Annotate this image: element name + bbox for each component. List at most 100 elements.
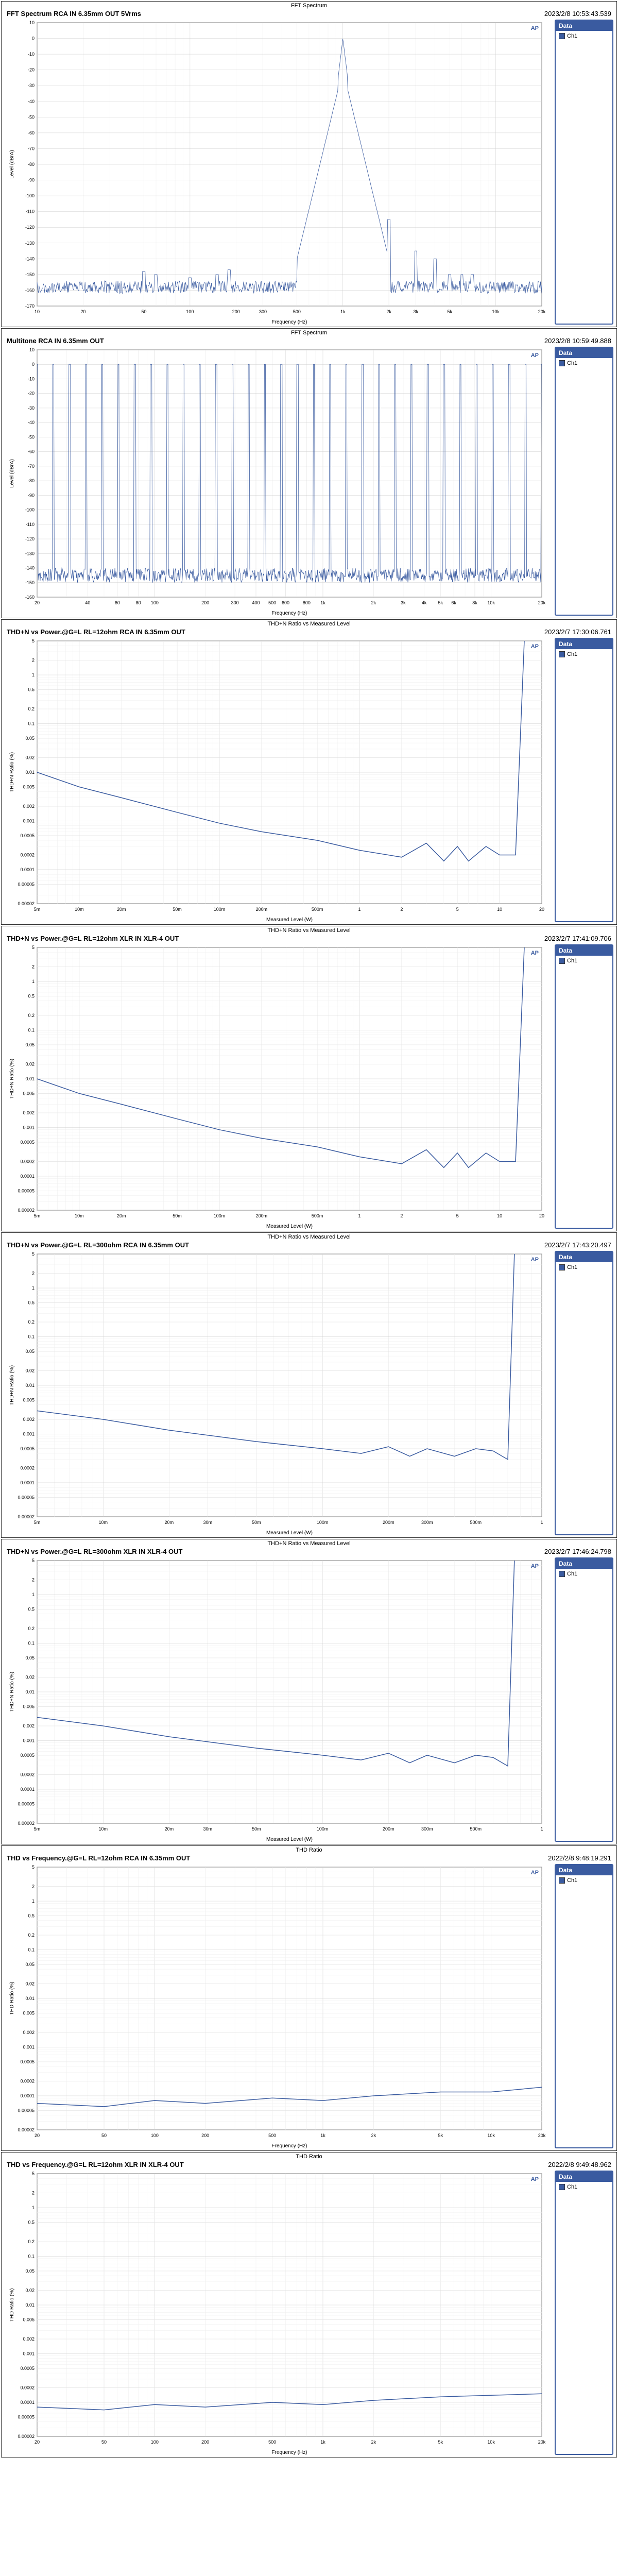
plot-area: 5m10m20m50m100m200m500m12510205210.50.20… [2,636,552,924]
svg-text:-10: -10 [28,52,35,57]
svg-text:0.05: 0.05 [25,1042,35,1047]
svg-text:200: 200 [201,2439,209,2445]
svg-text:100m: 100m [214,1213,226,1218]
svg-text:AP: AP [531,1257,539,1263]
svg-text:1: 1 [32,1592,35,1597]
svg-text:AP: AP [531,2176,539,2182]
svg-text:5m: 5m [34,1213,41,1218]
legend-header: Data [556,21,612,31]
svg-text:0.001: 0.001 [23,1431,35,1436]
svg-text:AP: AP [531,25,539,31]
svg-text:0.005: 0.005 [23,2317,35,2322]
svg-text:100: 100 [151,2133,159,2138]
chart-title: Multitone RCA IN 6.35mm OUT [7,337,104,345]
svg-text:50m: 50m [173,1213,182,1218]
legend-header: Data [556,1558,612,1569]
legend-label: Ch1 [567,1877,577,1884]
svg-text:2: 2 [32,964,35,970]
svg-text:-140: -140 [25,256,35,261]
svg-text:5: 5 [32,1558,35,1563]
svg-text:300m: 300m [421,1826,433,1832]
svg-text:20k: 20k [538,600,546,605]
chart-title-row: THD+N vs Power.@G=L RL=12ohm XLR IN XLR-… [2,935,616,942]
chart-super-title: THD Ratio [2,2153,616,2161]
plot-area: 5m10m20m30m50m100m200m300m500m15210.50.2… [2,1249,552,1537]
svg-text:2k: 2k [371,600,376,605]
svg-text:500m: 500m [312,907,323,912]
legend-swatch [559,360,565,366]
svg-text:8k: 8k [472,600,477,605]
svg-text:0.0002: 0.0002 [20,2079,35,2084]
chart-timestamp: 2022/2/8 9:48:19.291 [548,1854,611,1862]
svg-text:20k: 20k [538,309,546,314]
chart-title: FFT Spectrum RCA IN 6.35mm OUT 5Vrms [7,10,141,18]
svg-text:0.001: 0.001 [23,2044,35,2049]
svg-text:10m: 10m [75,907,84,912]
svg-text:-130: -130 [25,551,35,556]
legend-swatch [559,1264,565,1270]
svg-text:20: 20 [35,2133,40,2138]
svg-text:2k: 2k [371,2439,376,2445]
svg-text:0.005: 0.005 [23,1091,35,1096]
chart-title-row: FFT Spectrum RCA IN 6.35mm OUT 5Vrms 2023… [2,10,616,18]
svg-text:300: 300 [231,600,239,605]
svg-text:20m: 20m [165,1520,174,1525]
svg-text:0.001: 0.001 [23,1738,35,1743]
svg-text:0.00002: 0.00002 [18,2434,35,2439]
chart-title: THD+N vs Power.@G=L RL=12ohm XLR IN XLR-… [7,935,179,942]
svg-text:0.02: 0.02 [25,755,35,760]
svg-text:-70: -70 [28,146,35,151]
svg-text:Measured Level (W): Measured Level (W) [266,1224,313,1229]
svg-text:10: 10 [29,347,35,352]
svg-text:0.0001: 0.0001 [20,1787,35,1792]
svg-text:20m: 20m [165,1826,174,1832]
svg-text:-40: -40 [28,99,35,104]
svg-text:0.005: 0.005 [23,784,35,789]
svg-text:4k: 4k [422,600,427,605]
svg-text:0.05: 0.05 [25,1962,35,1967]
svg-text:0.2: 0.2 [28,1319,35,1325]
svg-text:-140: -140 [25,566,35,571]
legend-header: Data [556,639,612,649]
chart-title: THD+N vs Power.@G=L RL=12ohm RCA IN 6.35… [7,628,185,636]
svg-text:0.0005: 0.0005 [20,1753,35,1758]
svg-text:5: 5 [32,2171,35,2176]
svg-text:500: 500 [268,600,276,605]
svg-text:0.001: 0.001 [23,818,35,823]
svg-text:6k: 6k [451,600,456,605]
svg-text:0.0001: 0.0001 [20,1480,35,1485]
svg-text:0.1: 0.1 [28,2254,35,2259]
svg-text:1: 1 [32,979,35,984]
svg-text:5k: 5k [448,309,453,314]
chart-block: THD RatioTHD vs Frequency.@G=L RL=12ohm … [1,1845,617,2151]
svg-text:-90: -90 [28,493,35,498]
chart-timestamp: 2023/2/8 10:53:43.539 [544,10,611,18]
svg-text:2: 2 [32,1271,35,1276]
svg-text:1: 1 [32,2205,35,2210]
svg-text:100: 100 [151,600,159,605]
svg-text:500m: 500m [470,1520,482,1525]
svg-text:0.00005: 0.00005 [18,882,35,887]
svg-text:0.0002: 0.0002 [20,853,35,858]
svg-text:1: 1 [358,1213,361,1218]
svg-text:0.00005: 0.00005 [18,2414,35,2419]
svg-text:0.001: 0.001 [23,1125,35,1130]
svg-text:0.01: 0.01 [25,1996,35,2001]
svg-text:-30: -30 [28,83,35,88]
svg-text:100: 100 [151,2439,159,2445]
svg-text:Measured Level (W): Measured Level (W) [266,1530,313,1536]
legend-swatch [559,958,565,964]
svg-text:2: 2 [32,1578,35,1583]
svg-text:-110: -110 [26,522,35,527]
chart-super-title: THD+N Ratio vs Measured Level [2,926,616,935]
svg-text:0.5: 0.5 [28,687,35,692]
svg-text:Frequency (Hz): Frequency (Hz) [272,2143,307,2149]
chart-super-title: THD+N Ratio vs Measured Level [2,620,616,628]
chart-timestamp: 2023/2/7 17:30:06.761 [544,628,611,636]
chart-title: THD+N vs Power.@G=L RL=300ohm XLR IN XLR… [7,1548,183,1555]
legend-label: Ch1 [567,958,577,964]
chart-title: THD+N vs Power.@G=L RL=300ohm RCA IN 6.3… [7,1241,189,1249]
svg-text:-60: -60 [28,130,35,135]
chart-timestamp: 2023/2/7 17:41:09.706 [544,935,611,942]
legend-label: Ch1 [567,360,577,366]
